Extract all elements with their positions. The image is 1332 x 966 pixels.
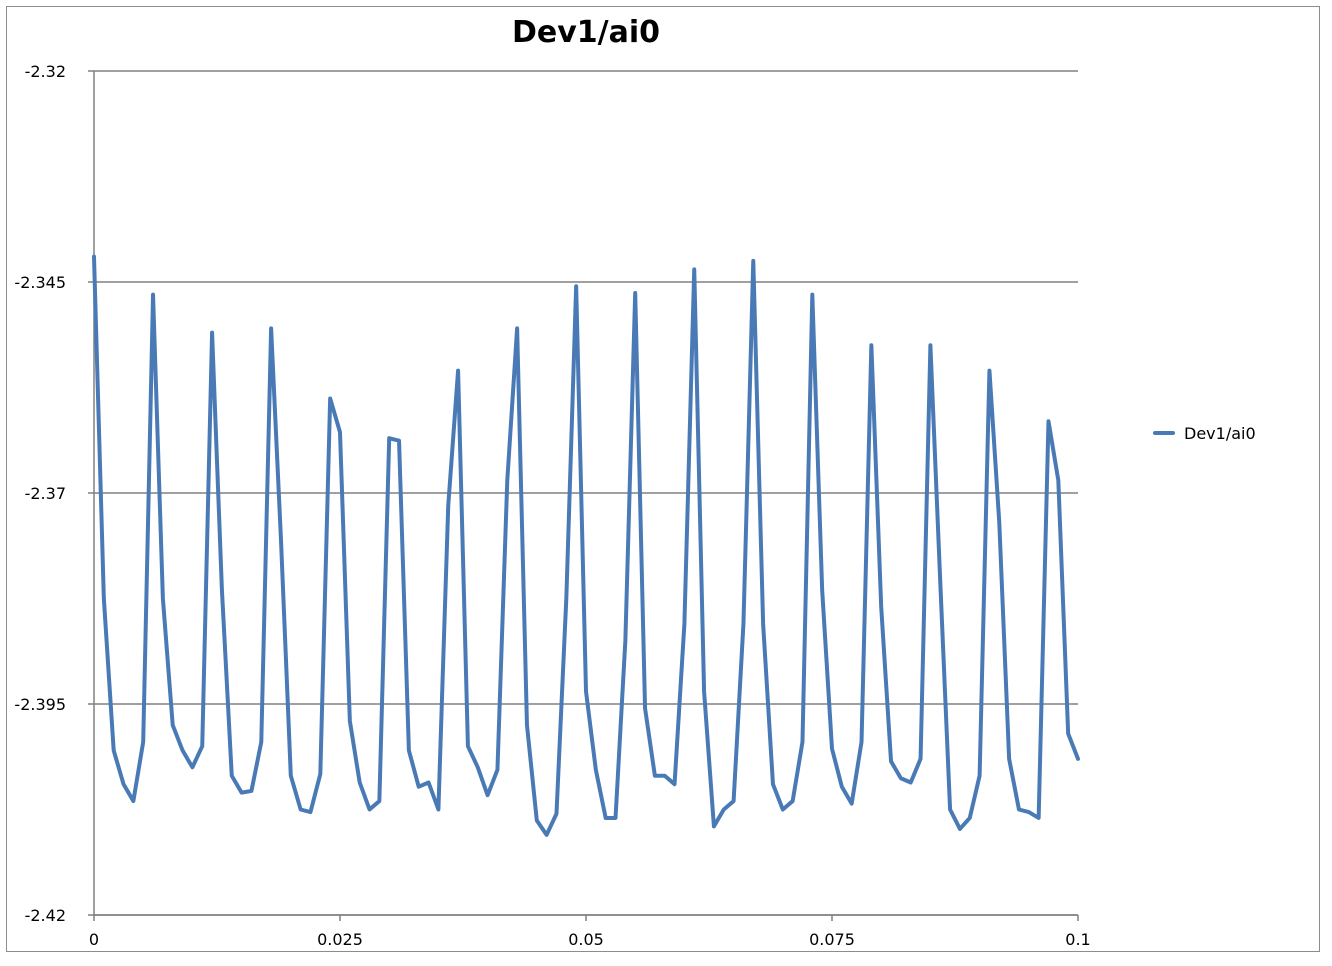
x-tick-label: 0.1 (1065, 930, 1090, 949)
chart-frame (6, 6, 1320, 952)
legend-label-dev1-ai0: Dev1/ai0 (1184, 424, 1256, 443)
chart-title: Dev1/ai0 (512, 15, 660, 50)
grid-layer (94, 70, 1078, 916)
x-tick-label: 0.075 (809, 930, 855, 949)
x-tick-label: 0 (89, 930, 99, 949)
y-tick-label: -2.395 (14, 695, 66, 714)
y-tick-label: -2.42 (25, 906, 66, 925)
x-tick-label: 0.025 (317, 930, 363, 949)
series-line-dev1-ai0 (92, 254, 1080, 837)
legend: Dev1/ai0 (1153, 424, 1256, 443)
y-tick-label: -2.345 (14, 273, 66, 292)
y-tick-label: -2.32 (25, 62, 66, 81)
tick-layer: -2.32 -2.345 -2.37 -2.395 -2.42 0 0.025 0.05 0.0… (14, 62, 1090, 949)
series-layer (92, 254, 1080, 837)
y-tick-label: -2.37 (25, 484, 66, 503)
x-tick-label: 0.05 (568, 930, 604, 949)
